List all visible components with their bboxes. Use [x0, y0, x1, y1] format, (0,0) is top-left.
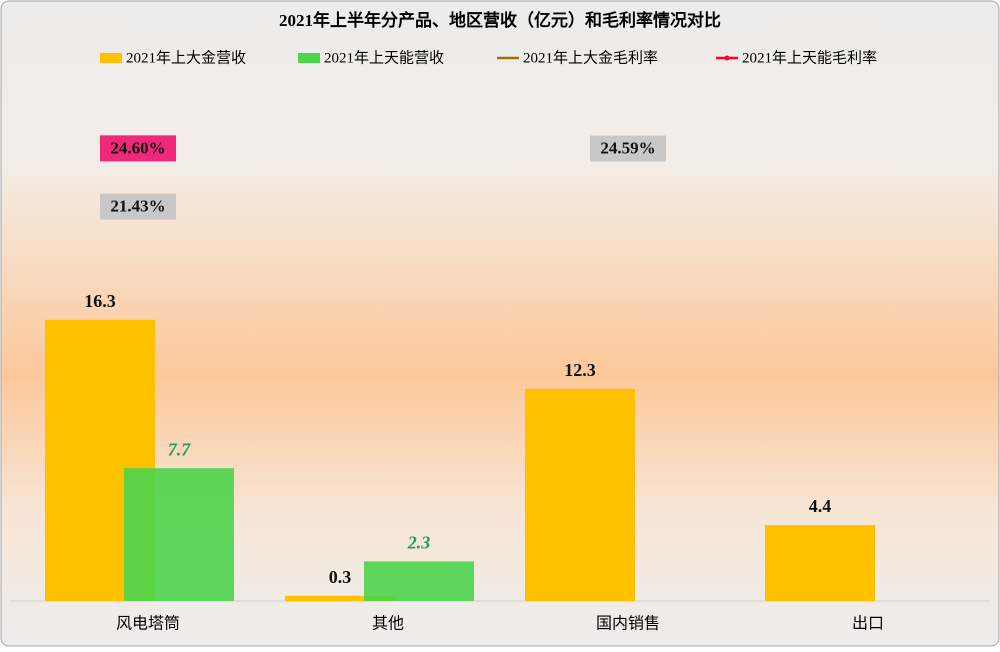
- bar: [124, 468, 234, 601]
- data-label: 16.3: [84, 291, 116, 311]
- data-label: 0.3: [329, 567, 352, 587]
- x-tick-label: 风电塔筒: [116, 615, 180, 633]
- x-tick-label: 出口: [852, 615, 884, 633]
- legend-swatch: [100, 53, 122, 63]
- data-label: 7.7: [168, 439, 192, 459]
- x-tick-label: 国内销售: [596, 615, 660, 633]
- legend-marker: [724, 55, 730, 61]
- bar: [525, 388, 635, 601]
- data-label-box: [590, 135, 666, 162]
- legend-label: 2021年上大金营收: [126, 49, 246, 66]
- legend-label: 2021年上天能营收: [324, 49, 444, 66]
- legend-label: 2021年上大金毛利率: [523, 49, 658, 66]
- data-label: 24.60%: [110, 138, 165, 157]
- x-tick-label: 其他: [372, 615, 404, 633]
- data-label: 4.4: [809, 496, 832, 516]
- bar: [285, 595, 395, 601]
- data-label-box: [100, 193, 176, 220]
- chart-title: 2021年上半年分产品、地区营收（亿元）和毛利率情况对比: [279, 10, 721, 30]
- bar: [765, 525, 875, 601]
- legend-label: 2021年上天能毛利率: [742, 49, 877, 66]
- data-label: 21.43%: [110, 197, 165, 216]
- legend-swatch: [298, 53, 320, 63]
- data-label: 2.3: [407, 532, 431, 552]
- data-label: 12.3: [564, 360, 596, 380]
- data-label: 24.59%: [600, 138, 655, 157]
- bar: [364, 561, 474, 601]
- data-label-box: [100, 135, 176, 162]
